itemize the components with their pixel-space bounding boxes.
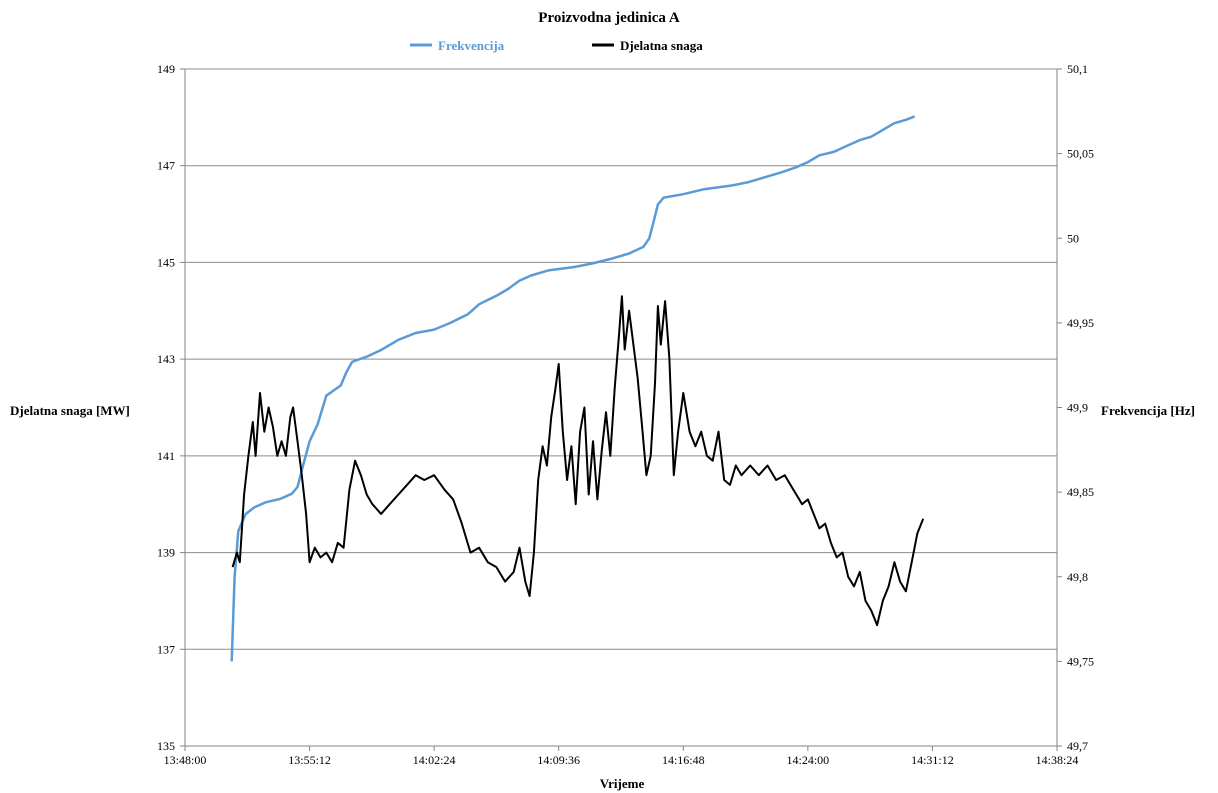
- x-tick-label: 13:48:00: [164, 753, 207, 767]
- x-tick-label: 13:55:12: [288, 753, 331, 767]
- y-right-tick-label: 50: [1067, 231, 1079, 245]
- x-tick-label: 14:31:12: [911, 753, 954, 767]
- y-left-tick-label: 137: [157, 642, 175, 656]
- y-right-tick-label: 49,95: [1067, 316, 1094, 330]
- y-left-tick-label: 135: [157, 739, 175, 753]
- x-tick-label: 14:38:24: [1036, 753, 1079, 767]
- y-right-tick-label: 50,1: [1067, 62, 1088, 76]
- gridlines: [185, 68, 1057, 650]
- legend-label-djelatna-snaga: Djelatna snaga: [620, 38, 703, 53]
- x-tick-label: 14:02:24: [413, 753, 456, 767]
- y-right-tick-label: 49,75: [1067, 654, 1094, 668]
- y-right-tick-label: 49,7: [1067, 739, 1088, 753]
- y-left-tick-label: 143: [157, 352, 175, 366]
- x-tick-label: 14:24:00: [787, 753, 830, 767]
- y-axis-left-title: Djelatna snaga [MW]: [10, 403, 130, 418]
- x-axis-title: Vrijeme: [600, 776, 645, 791]
- y-left-tick-label: 145: [157, 255, 175, 269]
- series-line-frekvencija: [230, 115, 916, 662]
- axes: 135 137 139 141 143 145 147 149 49,7 49,75 49,8 49,…: [157, 62, 1094, 767]
- y-left-tick-label: 149: [157, 62, 175, 76]
- legend: Frekvencija Djelatna snaga: [410, 38, 703, 53]
- y-right-tick-label: 49,85: [1067, 485, 1094, 499]
- y-right-tick-label: 49,8: [1067, 570, 1088, 584]
- y-right-tick-label: 50,05: [1067, 147, 1094, 161]
- series-line-djelatna-snaga: [231, 295, 925, 627]
- series-lines: [230, 115, 925, 662]
- y-left-tick-label: 141: [157, 449, 175, 463]
- y-axis-right-title: Frekvencija [Hz]: [1101, 403, 1195, 418]
- y-left-tick-label: 147: [157, 159, 175, 173]
- x-tick-label: 14:16:48: [662, 753, 705, 767]
- y-left-tick-label: 139: [157, 546, 175, 560]
- x-tick-label: 14:09:36: [537, 753, 580, 767]
- chart-title: Proizvodna jedinica A: [538, 10, 680, 26]
- y-right-tick-label: 49,9: [1067, 401, 1088, 415]
- legend-label-frekvencija: Frekvencija: [438, 38, 505, 53]
